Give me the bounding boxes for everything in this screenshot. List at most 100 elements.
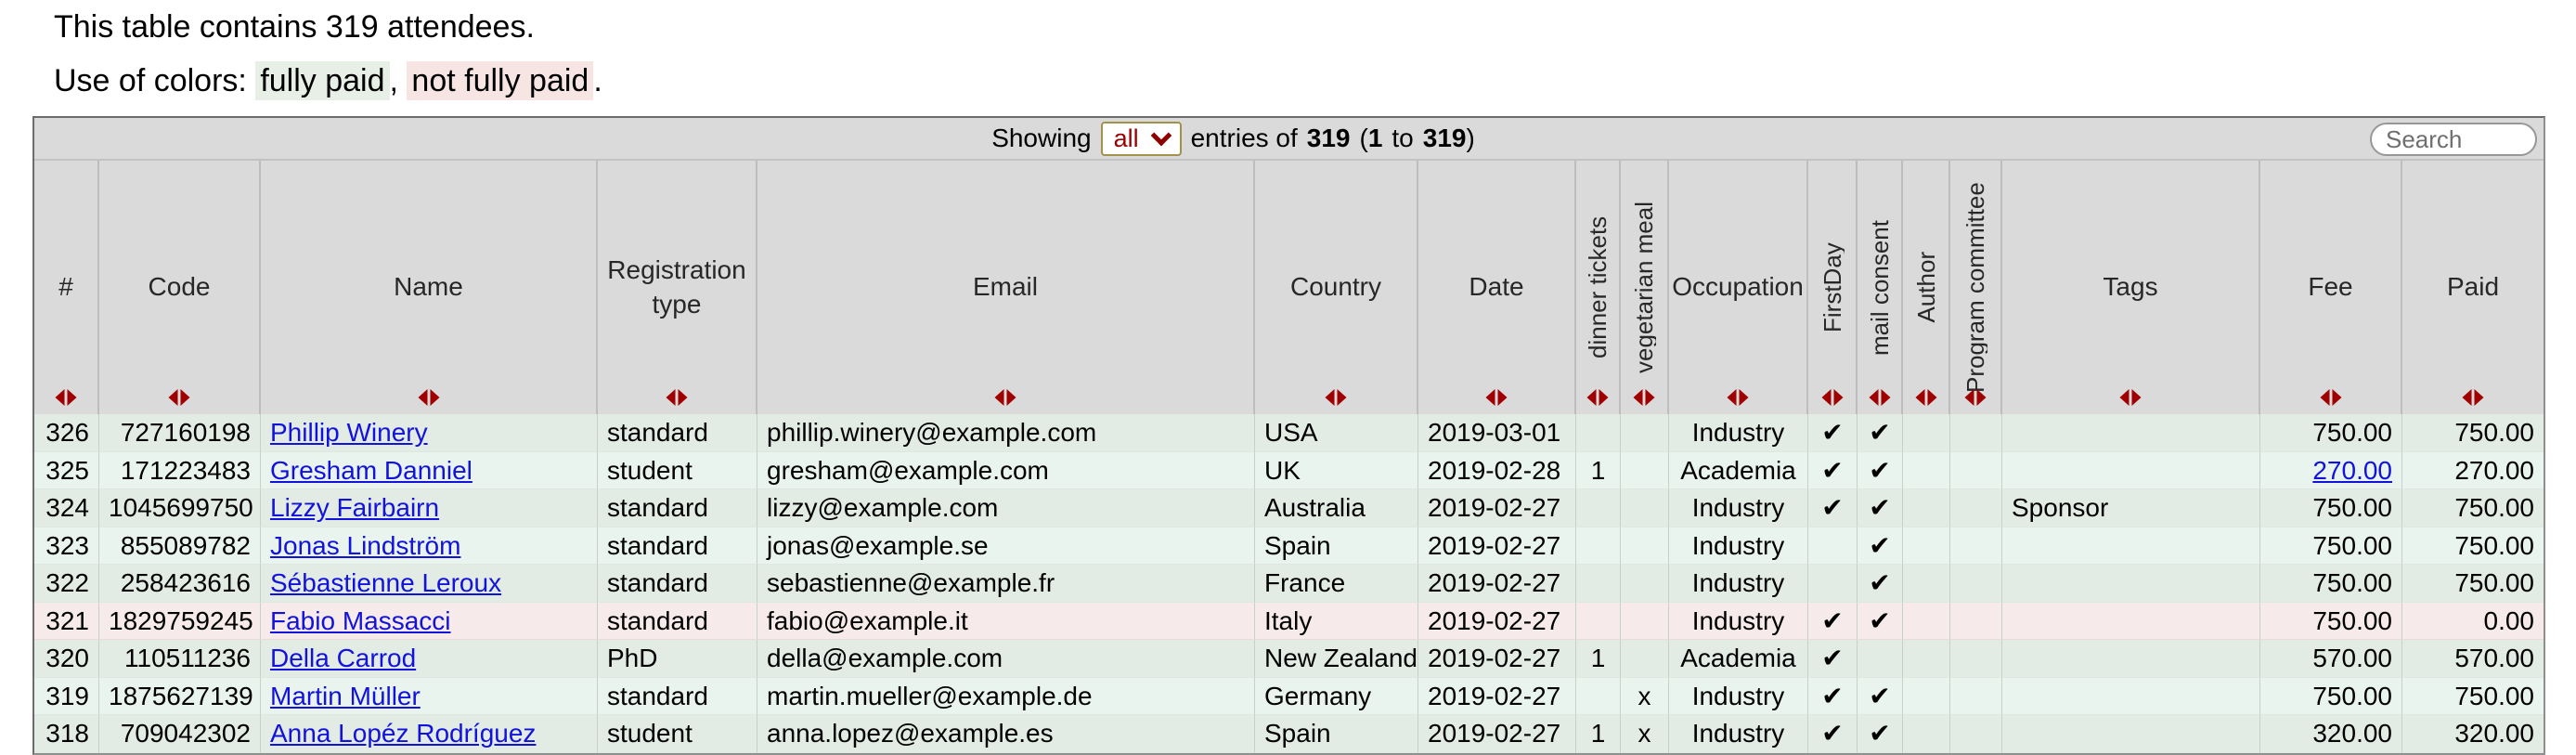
- column-label: Program committee: [1963, 182, 1987, 393]
- sort-arrows-icon[interactable]: [1869, 389, 1890, 406]
- attendee-name-link[interactable]: Anna Lopéz Rodríguez: [270, 719, 537, 748]
- column-header-occupation[interactable]: Occupation: [1669, 161, 1808, 414]
- cell-dinner_tickets: [1576, 602, 1621, 640]
- search-input[interactable]: [2370, 123, 2537, 156]
- cell-registration_type: PhD: [598, 640, 757, 678]
- showing-label: Showing: [991, 124, 1092, 152]
- sort-arrows-icon[interactable]: [168, 389, 190, 406]
- cell-author: [1903, 640, 1950, 678]
- sort-arrows-icon[interactable]: [1727, 389, 1749, 406]
- cell-registration_type: standard: [598, 565, 757, 603]
- sort-arrows-icon[interactable]: [2320, 389, 2341, 406]
- cell-paid: 750.00: [2402, 414, 2544, 452]
- attendee-name-link[interactable]: Della Carrod: [270, 644, 417, 672]
- table-body: 326 727160198 Phillip Winery standard philli…: [34, 414, 2544, 753]
- column-header-email[interactable]: Email: [757, 161, 1255, 414]
- showing-entries-group: Showing all entries of 319 (1 to 319): [991, 121, 1475, 156]
- column-header-num[interactable]: #: [34, 161, 99, 414]
- cell-dinner_tickets: [1576, 489, 1621, 527]
- attendee-name-link[interactable]: Martin Müller: [270, 681, 421, 710]
- sort-arrows-icon[interactable]: [1633, 389, 1655, 406]
- cell-occupation: Academia: [1669, 451, 1808, 489]
- fee-link[interactable]: 270.00: [2312, 455, 2392, 485]
- sort-arrows-icon[interactable]: [2119, 389, 2142, 406]
- cell-code: 1045699750: [99, 489, 261, 527]
- column-header-mail_consent[interactable]: mail consent: [1858, 161, 1903, 414]
- cell-name: Lizzy Fairbairn: [261, 489, 598, 527]
- table-header-row: # Code Name Registration type Email Country Da…: [34, 161, 2544, 414]
- cell-mail_consent: ✔: [1858, 451, 1903, 489]
- cell-email: phillip.winery@example.com: [757, 414, 1255, 452]
- attendee-name-link[interactable]: Sébastienne Leroux: [270, 568, 502, 597]
- column-header-paid[interactable]: Paid: [2402, 161, 2544, 414]
- cell-country: UK: [1255, 451, 1418, 489]
- cell-author: [1903, 451, 1950, 489]
- column-header-registration_type[interactable]: Registration type: [598, 161, 757, 414]
- legend-fully-paid: fully paid: [255, 60, 390, 100]
- column-header-fee[interactable]: Fee: [2260, 161, 2402, 414]
- cell-num: 319: [34, 677, 99, 715]
- cell-vegetarian_meal: [1621, 602, 1669, 640]
- column-header-dinner_tickets[interactable]: dinner tickets: [1576, 161, 1621, 414]
- cell-fee: 750.00: [2260, 527, 2402, 565]
- cell-occupation: Industry: [1669, 489, 1808, 527]
- cell-date: 2019-02-27: [1418, 677, 1576, 715]
- range-start-group: (1: [1360, 124, 1383, 153]
- column-header-name[interactable]: Name: [261, 161, 598, 414]
- cell-vegetarian_meal: [1621, 414, 1669, 452]
- column-header-author[interactable]: Author: [1903, 161, 1950, 414]
- cell-program_committee: [1950, 451, 2002, 489]
- sort-arrows-icon[interactable]: [418, 389, 439, 406]
- sort-arrows-icon[interactable]: [2462, 389, 2484, 406]
- column-header-code[interactable]: Code: [99, 161, 261, 414]
- cell-mail_consent: ✔: [1858, 565, 1903, 603]
- legend-period: .: [593, 62, 602, 98]
- cell-email: sebastienne@example.fr: [757, 565, 1255, 603]
- cell-tags: [2002, 602, 2260, 640]
- column-header-tags[interactable]: Tags: [2002, 161, 2260, 414]
- attendee-name-link[interactable]: Lizzy Fairbairn: [270, 493, 440, 522]
- cell-fee: 270.00: [2260, 451, 2402, 489]
- sort-arrows-icon[interactable]: [55, 389, 77, 406]
- column-header-country[interactable]: Country: [1255, 161, 1418, 414]
- column-header-program_committee[interactable]: Program committee: [1950, 161, 2002, 414]
- cell-date: 2019-02-27: [1418, 602, 1576, 640]
- cell-vegetarian_meal: x: [1621, 715, 1669, 753]
- page-size-select[interactable]: all: [1100, 121, 1182, 156]
- sort-arrows-icon[interactable]: [666, 389, 688, 406]
- sort-arrows-icon[interactable]: [1964, 389, 1987, 406]
- cell-dinner_tickets: 1: [1576, 640, 1621, 678]
- sort-arrows-icon[interactable]: [994, 389, 1016, 406]
- attendee-name-link[interactable]: Jonas Lindström: [270, 530, 461, 560]
- sort-arrows-icon[interactable]: [1821, 389, 1843, 406]
- column-header-first_day[interactable]: FirstDay: [1808, 161, 1858, 414]
- table-row-319: 319 1875627139 Martin Müller standard martin…: [34, 677, 2544, 715]
- cell-name: Anna Lopéz Rodríguez: [261, 715, 598, 753]
- cell-mail_consent: ✔: [1858, 489, 1903, 527]
- cell-name: Jonas Lindström: [261, 527, 598, 565]
- cell-fee: 750.00: [2260, 677, 2402, 715]
- sort-arrows-icon[interactable]: [1325, 389, 1347, 406]
- attendee-name-link[interactable]: Phillip Winery: [270, 418, 428, 447]
- table-row-322: 322 258423616 Sébastienne Leroux standard se…: [34, 565, 2544, 603]
- column-header-vegetarian_meal[interactable]: vegetarian meal: [1621, 161, 1669, 414]
- cell-num: 324: [34, 489, 99, 527]
- table-row-320: 320 110511236 Della Carrod PhD della@example…: [34, 640, 2544, 678]
- cell-tags: Sponsor: [2002, 489, 2260, 527]
- cell-paid: 750.00: [2402, 527, 2544, 565]
- sort-arrows-icon[interactable]: [1485, 389, 1508, 406]
- attendees-table: Showing all entries of 319 (1 to 319) # C…: [32, 116, 2545, 755]
- range-start: 1: [1367, 124, 1383, 152]
- column-header-date[interactable]: Date: [1418, 161, 1576, 414]
- cell-program_committee: [1950, 640, 2002, 678]
- cell-email: anna.lopez@example.es: [757, 715, 1255, 753]
- cell-dinner_tickets: [1576, 527, 1621, 565]
- table-row-321: 321 1829759245 Fabio Massacci standard fabio…: [34, 602, 2544, 640]
- sort-arrows-icon[interactable]: [1586, 389, 1609, 406]
- attendee-name-link[interactable]: Gresham Danniel: [270, 455, 472, 485]
- cell-program_committee: [1950, 414, 2002, 452]
- sort-arrows-icon[interactable]: [1915, 389, 1936, 406]
- attendee-name-link[interactable]: Fabio Massacci: [270, 605, 451, 635]
- cell-dinner_tickets: 1: [1576, 715, 1621, 753]
- table-row-323: 323 855089782 Jonas Lindström standard jonas…: [34, 527, 2544, 565]
